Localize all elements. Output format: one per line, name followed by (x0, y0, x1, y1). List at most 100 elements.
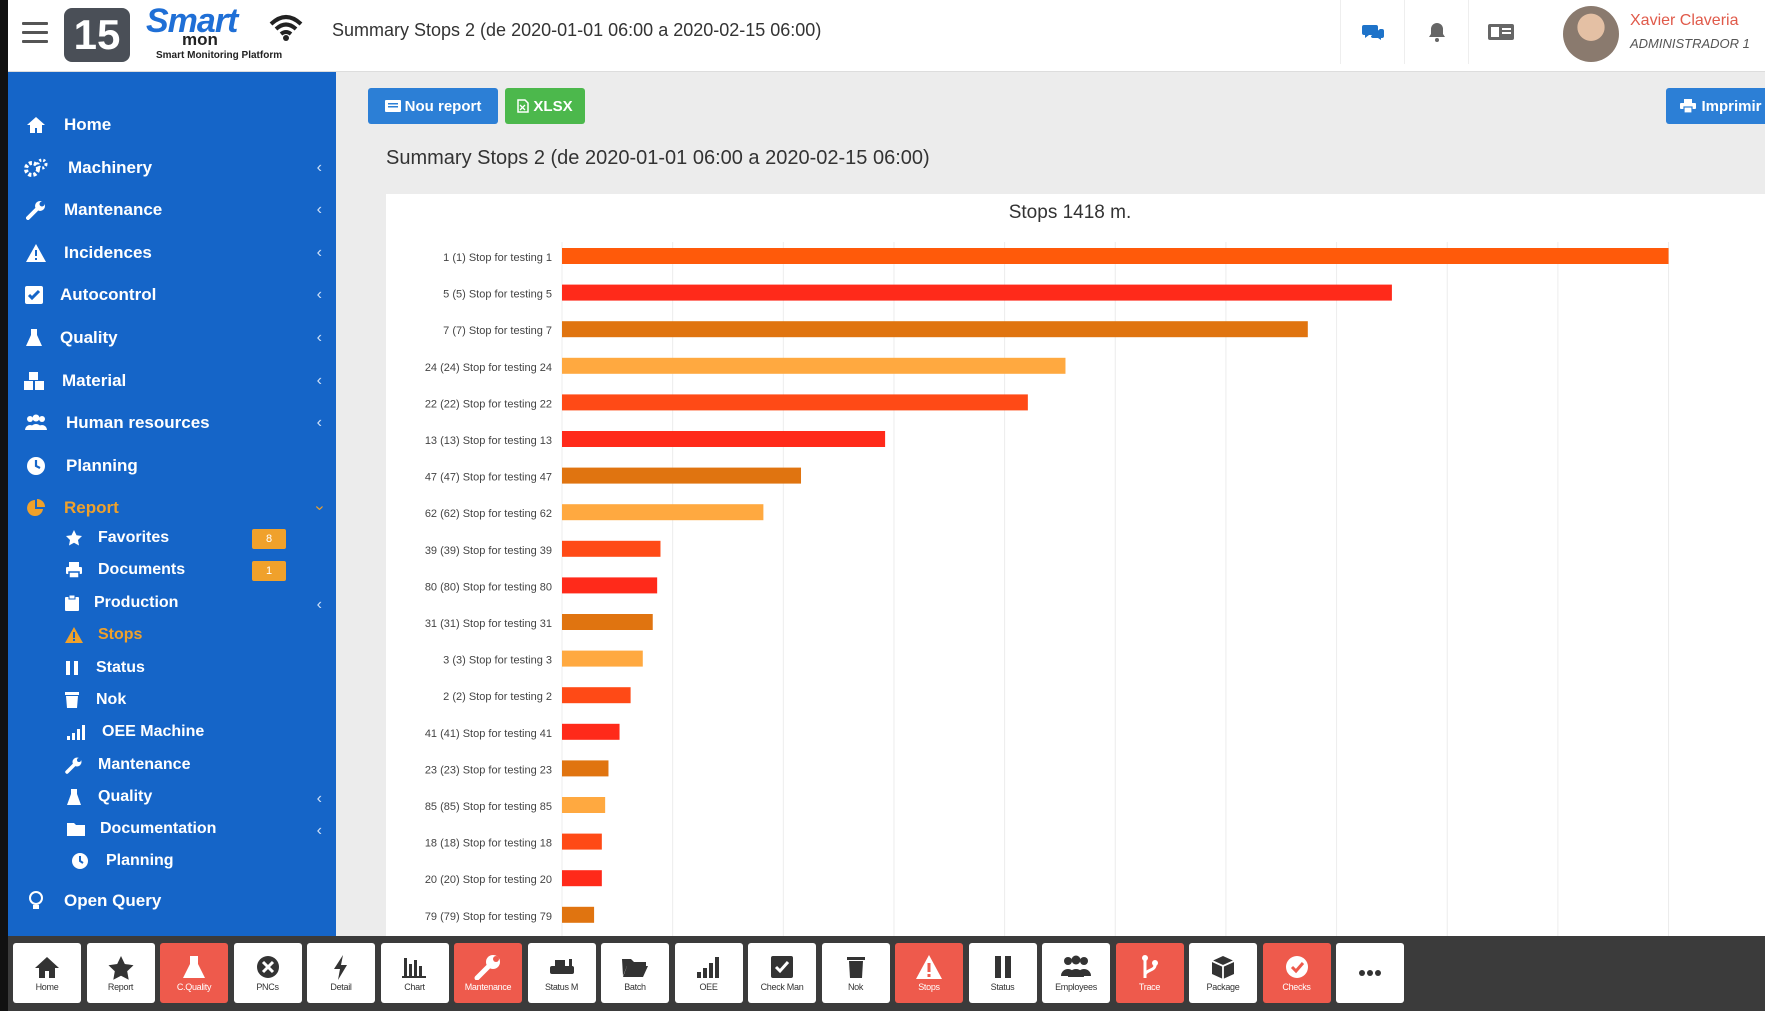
toolbar-button-trace[interactable]: Trace (1115, 943, 1184, 1003)
chevron-left-icon: ‹ (316, 822, 322, 839)
user-name[interactable]: Xavier Claveria (1630, 12, 1739, 29)
bottom-toolbar: Home Report C.Quality PNCs Detail Chart Manten… (8, 936, 1765, 1011)
star-icon (60, 526, 88, 550)
sidebar-subitem-production[interactable]: Production ‹ (8, 586, 336, 620)
toolbar-button-stops[interactable]: Stops (895, 943, 963, 1003)
pause-icon (58, 656, 86, 680)
home-icon (32, 954, 62, 980)
bar[interactable] (562, 504, 764, 521)
toolbar-button-employees[interactable]: Employees (1042, 943, 1110, 1003)
bar[interactable] (562, 540, 661, 557)
lightbulb-icon (22, 889, 50, 913)
chat-icon[interactable] (1340, 0, 1404, 64)
top-bar: 15 Smart mon Smart Monitoring Platform S… (8, 0, 1765, 72)
toolbar-button-report[interactable]: Report (86, 943, 155, 1003)
bolt-icon (326, 954, 356, 980)
sidebar-subitem-nok[interactable]: Nok (8, 683, 336, 717)
sidebar-subitem-favorites[interactable]: Favorites 8 (8, 521, 336, 555)
user-role: ADMINISTRADOR 1 (1630, 36, 1750, 51)
sidebar-item-home[interactable]: Home (8, 106, 336, 144)
print-icon (60, 558, 88, 582)
bar[interactable] (562, 248, 1669, 264)
sidebar-subitem-planning[interactable]: Planning (8, 844, 336, 878)
print-label: Imprimir (1701, 97, 1762, 115)
sidebar-subitem-mantenance[interactable]: Mantenance (8, 748, 336, 782)
toolbar-button-mantenance[interactable]: Mantenance (454, 943, 522, 1003)
bar[interactable] (562, 906, 595, 923)
bar[interactable] (562, 357, 1066, 374)
chart-title: Stops 1418 m. (1009, 202, 1132, 223)
sidebar-item-label: Home (64, 115, 112, 134)
sidebar-item-machinery[interactable]: Machinery ‹ (8, 149, 336, 187)
bar[interactable] (562, 797, 606, 813)
toolbar-button-more[interactable] (1336, 943, 1404, 1003)
category-label: 20 (20) Stop for testing 20 (425, 874, 552, 886)
bar[interactable] (562, 687, 631, 704)
sidebar-subitem-oee-machine[interactable]: OEE Machine (8, 715, 336, 749)
checkbox-icon (20, 283, 48, 307)
sidebar-item-report[interactable]: Report ‹ (8, 489, 336, 527)
sidebar-subitem-status[interactable]: Status (8, 651, 336, 685)
sidebar-item-label: Human resources (66, 413, 210, 432)
toolbar-button-pncs[interactable]: PNCs (233, 943, 302, 1003)
trash-icon (58, 688, 86, 712)
sidebar-item-autocontrol[interactable]: Autocontrol ‹ (8, 276, 336, 314)
toolbar-button-label: Status M (544, 982, 579, 992)
bar[interactable] (562, 614, 653, 630)
sidebar-item-label: Production (94, 594, 179, 611)
documents-count-badge: 1 (252, 561, 286, 581)
logo[interactable]: Smart mon Smart Monitoring Platform (146, 4, 306, 64)
sidebar-item-label: Incidences (64, 243, 152, 262)
toolbar-button-nok[interactable]: Nok (821, 943, 890, 1003)
sidebar-subitem-documents[interactable]: Documents 1 (8, 553, 336, 587)
toolbar-button-status[interactable]: Status (968, 943, 1037, 1003)
toolbar-button-oee[interactable]: OEE (674, 943, 743, 1003)
sidebar-item-material[interactable]: Material ‹ (8, 362, 336, 400)
toolbar-button-checks[interactable]: Checks (1262, 943, 1331, 1003)
bar[interactable] (562, 284, 1392, 301)
flask-icon (60, 785, 88, 809)
bar[interactable] (562, 394, 1028, 411)
category-label: 23 (23) Stop for testing 23 (425, 764, 552, 776)
toolbar-button-label: Employees (1055, 982, 1097, 992)
sidebar-subitem-quality[interactable]: Quality ‹ (8, 780, 336, 814)
toolbar-button-detail[interactable]: Detail (307, 943, 375, 1003)
user-avatar[interactable] (1563, 6, 1619, 62)
bar[interactable] (562, 723, 620, 740)
toolbar-button-label: Checks (1282, 982, 1311, 992)
print-button[interactable]: Imprimir (1666, 88, 1765, 124)
toolbar-button-batch[interactable]: Batch (601, 943, 669, 1003)
sidebar-item-human-resources[interactable]: Human resources ‹ (8, 404, 336, 442)
bell-icon[interactable] (1404, 0, 1468, 64)
sidebar-item-incidences[interactable]: Incidences ‹ (8, 234, 336, 272)
category-label: 39 (39) Stop for testing 39 (425, 545, 552, 557)
bar[interactable] (562, 650, 643, 667)
sidebar-item-open-query[interactable]: Open Query (8, 882, 336, 920)
warning-icon (22, 241, 50, 265)
sidebar-subitem-stops[interactable]: Stops (8, 618, 336, 652)
sidebar-item-planning[interactable]: Planning (8, 447, 336, 485)
xlsx-export-button[interactable]: XLSX (505, 88, 585, 124)
sidebar-item-quality[interactable]: Quality ‹ (8, 319, 336, 357)
toolbar-button-package[interactable]: Package (1189, 943, 1257, 1003)
bar[interactable] (562, 577, 658, 594)
bar[interactable] (562, 833, 602, 850)
new-report-button[interactable]: Nou report (368, 88, 498, 124)
bar[interactable] (562, 431, 886, 447)
sidebar-subitem-documentation[interactable]: Documentation ‹ (8, 812, 336, 846)
category-label: 3 (3) Stop for testing 3 (443, 655, 552, 667)
bar[interactable] (562, 321, 1308, 338)
bar[interactable] (562, 870, 602, 887)
toolbar-button-label: Mantenance (464, 982, 512, 992)
bar[interactable] (562, 467, 802, 484)
toolbar-button-check-man[interactable]: Check Man (748, 943, 816, 1003)
toolbar-button-chart[interactable]: Chart (380, 943, 449, 1003)
sidebar-item-mantenance[interactable]: Mantenance ‹ (8, 191, 336, 229)
toolbar-button-label: Batch (624, 982, 646, 992)
bar[interactable] (562, 760, 609, 777)
hamburger-menu-icon[interactable] (22, 22, 48, 46)
id-card-icon[interactable] (1468, 0, 1532, 64)
toolbar-button-c-quality[interactable]: C.Quality (160, 943, 228, 1003)
toolbar-button-status-m[interactable]: Status M (527, 943, 596, 1003)
toolbar-button-home[interactable]: Home (13, 943, 81, 1003)
